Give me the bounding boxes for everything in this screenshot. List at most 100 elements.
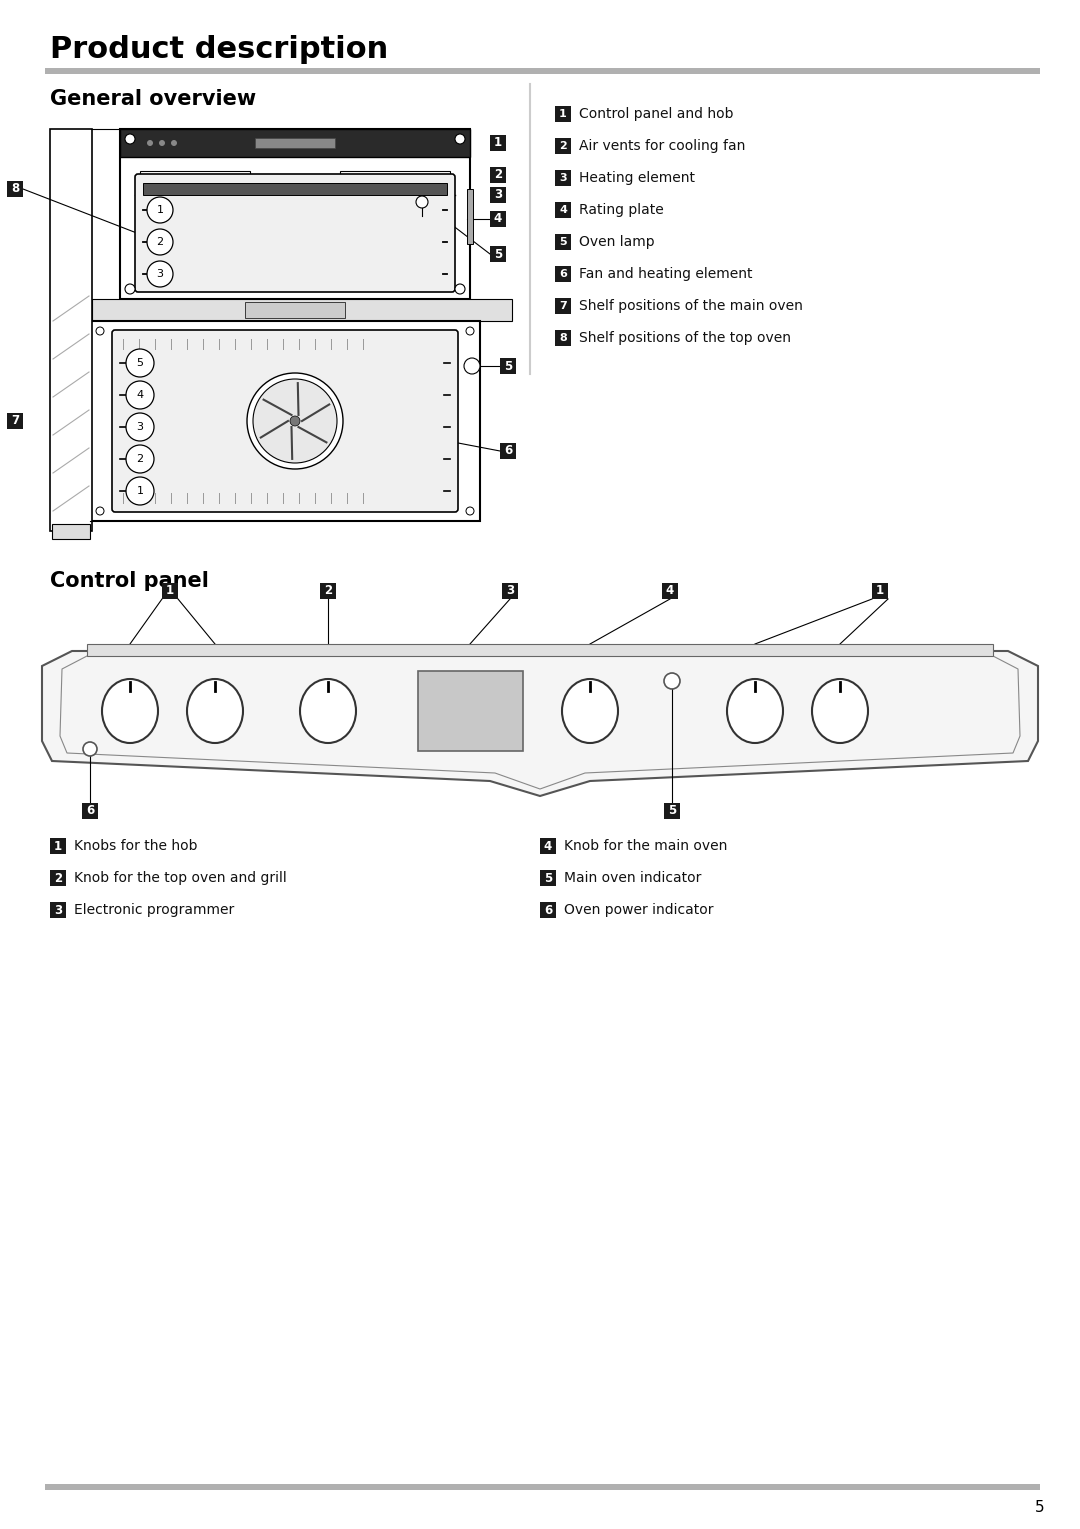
Text: Electronic programmer: Electronic programmer (75, 904, 234, 917)
Text: 1: 1 (157, 205, 163, 216)
Text: 1: 1 (494, 136, 502, 150)
FancyBboxPatch shape (6, 413, 23, 430)
FancyBboxPatch shape (490, 167, 507, 183)
Text: 3: 3 (505, 584, 514, 598)
Circle shape (147, 141, 153, 145)
Text: Main oven indicator: Main oven indicator (564, 872, 701, 885)
Circle shape (126, 349, 154, 378)
Bar (45, 1485, 1040, 1489)
Text: 6: 6 (559, 269, 567, 278)
Circle shape (464, 358, 480, 375)
Bar (418, 671, 523, 751)
Text: 6: 6 (544, 904, 552, 916)
Text: 1: 1 (166, 584, 174, 598)
Ellipse shape (562, 679, 618, 743)
Circle shape (125, 284, 135, 294)
Circle shape (455, 135, 465, 144)
FancyBboxPatch shape (555, 266, 571, 281)
FancyBboxPatch shape (502, 583, 518, 599)
Circle shape (253, 379, 337, 463)
Ellipse shape (102, 679, 158, 743)
Text: 1: 1 (559, 109, 567, 119)
Circle shape (664, 673, 680, 690)
Text: 2: 2 (54, 872, 62, 884)
Text: 5: 5 (494, 248, 502, 260)
Bar (143, 183, 447, 196)
Bar (87, 644, 993, 656)
FancyBboxPatch shape (540, 838, 556, 855)
Ellipse shape (727, 679, 783, 743)
Text: Heating element: Heating element (579, 171, 696, 185)
Text: Knob for the main oven: Knob for the main oven (564, 839, 727, 853)
FancyBboxPatch shape (555, 138, 571, 154)
Bar (120, 128, 470, 157)
FancyBboxPatch shape (540, 902, 556, 917)
Circle shape (247, 373, 343, 469)
Text: Oven lamp: Oven lamp (579, 235, 654, 249)
Text: 8: 8 (559, 333, 567, 342)
Circle shape (291, 416, 300, 427)
Ellipse shape (300, 679, 356, 743)
Text: Shelf positions of the main oven: Shelf positions of the main oven (579, 300, 802, 313)
FancyBboxPatch shape (162, 583, 178, 599)
Text: 3: 3 (136, 422, 144, 433)
Text: 7: 7 (11, 414, 19, 428)
Text: 4: 4 (559, 205, 567, 216)
Circle shape (465, 327, 474, 335)
Text: Control panel: Control panel (50, 570, 208, 592)
Circle shape (126, 381, 154, 408)
FancyBboxPatch shape (872, 583, 888, 599)
Circle shape (159, 141, 165, 145)
Text: General overview: General overview (50, 89, 256, 109)
Text: 2: 2 (157, 237, 163, 248)
Text: 2: 2 (559, 141, 567, 151)
Bar (45, 67, 1040, 73)
Text: Shelf positions of the top oven: Shelf positions of the top oven (579, 330, 791, 346)
FancyBboxPatch shape (490, 187, 507, 203)
FancyBboxPatch shape (50, 838, 66, 855)
Text: 3: 3 (54, 904, 62, 916)
Bar (140, 171, 249, 179)
Text: 8: 8 (11, 182, 19, 196)
Circle shape (83, 742, 97, 755)
Text: 3: 3 (157, 269, 163, 278)
Circle shape (126, 445, 154, 472)
Bar (245, 303, 345, 318)
FancyBboxPatch shape (82, 803, 98, 820)
Text: 3: 3 (494, 188, 502, 202)
Circle shape (126, 477, 154, 505)
Text: 7: 7 (559, 301, 567, 310)
Circle shape (455, 284, 465, 294)
FancyBboxPatch shape (662, 583, 678, 599)
FancyBboxPatch shape (555, 234, 571, 251)
Text: 4: 4 (136, 390, 144, 401)
Text: 1: 1 (136, 486, 144, 495)
FancyBboxPatch shape (500, 358, 516, 375)
Text: 5: 5 (667, 804, 676, 818)
Circle shape (96, 327, 104, 335)
Text: 5: 5 (504, 359, 512, 373)
Circle shape (147, 229, 173, 255)
FancyBboxPatch shape (555, 330, 571, 346)
Text: Control panel and hob: Control panel and hob (579, 107, 733, 121)
Text: Knobs for the hob: Knobs for the hob (75, 839, 198, 853)
FancyBboxPatch shape (555, 106, 571, 122)
FancyBboxPatch shape (112, 330, 458, 512)
FancyBboxPatch shape (490, 211, 507, 226)
FancyBboxPatch shape (135, 174, 455, 292)
Circle shape (147, 261, 173, 287)
Text: Rating plate: Rating plate (579, 203, 664, 217)
Bar (255, 138, 335, 148)
Bar (120, 128, 470, 300)
Bar (52, 524, 90, 540)
Text: 5: 5 (136, 358, 144, 368)
Ellipse shape (187, 679, 243, 743)
Text: 5: 5 (559, 237, 567, 248)
FancyBboxPatch shape (490, 246, 507, 261)
Text: 3: 3 (559, 173, 567, 183)
Circle shape (465, 508, 474, 515)
Text: 2: 2 (136, 454, 144, 463)
Circle shape (125, 135, 135, 144)
Text: 5: 5 (1036, 1500, 1044, 1515)
FancyBboxPatch shape (664, 803, 680, 820)
